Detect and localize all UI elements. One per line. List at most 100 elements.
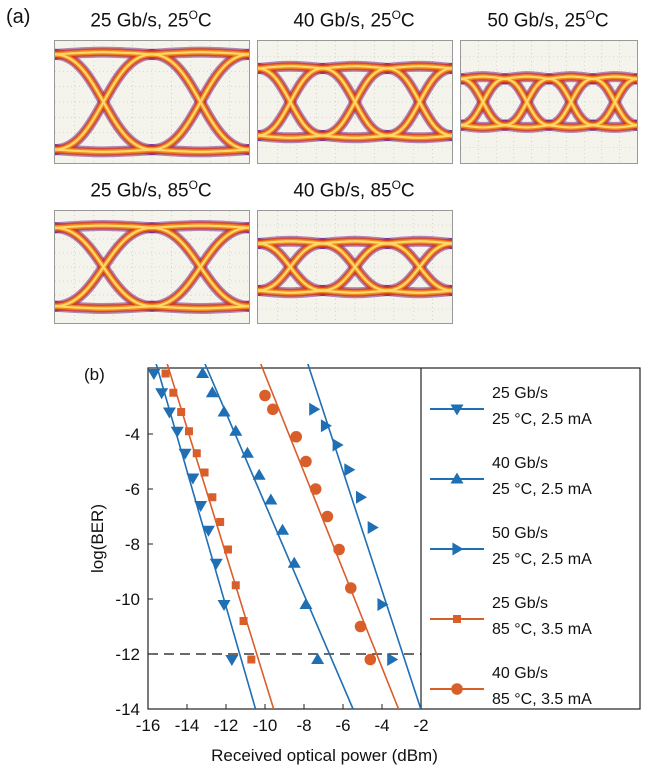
- legend-label: 40 Gb/s: [492, 665, 548, 682]
- x-tick-label: -14: [175, 716, 200, 735]
- data-point: [170, 426, 184, 438]
- data-point: [208, 493, 217, 502]
- data-point: [276, 523, 290, 535]
- y-tick-label: -10: [115, 590, 140, 609]
- data-point: [309, 483, 322, 495]
- data-point: [194, 500, 208, 512]
- data-point: [231, 581, 240, 590]
- x-tick-label: -10: [253, 716, 278, 735]
- data-point: [332, 438, 344, 452]
- legend-label: 40 Gb/s: [492, 455, 548, 472]
- data-point: [287, 556, 301, 568]
- data-point: [147, 368, 161, 380]
- plot-frame: [147, 367, 641, 710]
- legend-marker: [450, 404, 464, 416]
- legend-marker: [452, 542, 464, 556]
- data-point: [184, 427, 193, 436]
- y-tick-label: -12: [115, 645, 140, 664]
- legend-label: 50 Gb/s: [492, 525, 548, 542]
- series-line: [259, 364, 400, 709]
- x-tick-label: -4: [374, 716, 389, 735]
- data-point: [217, 599, 231, 611]
- data-point: [354, 620, 367, 633]
- legend-label: 25 °C, 2.5 mA: [492, 411, 592, 428]
- eye-diagram: [460, 40, 638, 164]
- data-point: [345, 582, 357, 594]
- data-point: [229, 424, 243, 436]
- data-point: [162, 407, 176, 419]
- legend-label: 25 °C, 2.5 mA: [492, 551, 592, 568]
- series-line: [155, 364, 257, 709]
- x-tick-label: -6: [335, 716, 350, 735]
- series-line: [307, 364, 421, 709]
- eye-diagram-title: 40 Gb/s, 85OC: [293, 178, 415, 202]
- data-point: [300, 455, 312, 468]
- data-point: [216, 518, 225, 526]
- eye-diagram: [54, 210, 250, 324]
- data-point: [259, 389, 271, 402]
- data-point: [217, 405, 231, 417]
- eye-diagram-title: 40 Gb/s, 25OC: [293, 8, 415, 32]
- data-point: [200, 468, 209, 477]
- legend-marker: [450, 472, 464, 484]
- data-point: [223, 545, 232, 554]
- y-tick-label: -8: [125, 535, 140, 554]
- x-tick-label: -2: [413, 716, 428, 735]
- data-point: [364, 653, 377, 666]
- data-point: [320, 419, 332, 433]
- data-point: [192, 449, 201, 458]
- data-point: [209, 558, 223, 570]
- y-axis-label: log(BER): [88, 504, 107, 573]
- y-tick-label: -6: [125, 480, 140, 499]
- data-point: [225, 654, 239, 666]
- data-point: [196, 367, 210, 379]
- data-point: [178, 448, 192, 460]
- panel-b-label: (b): [84, 365, 105, 384]
- eye-diagram-title: 25 Gb/s, 25OC: [90, 8, 212, 32]
- data-point: [177, 408, 186, 416]
- data-point: [155, 388, 169, 400]
- data-point: [252, 468, 266, 480]
- data-point: [169, 388, 178, 397]
- data-point: [311, 653, 325, 665]
- ber-chart: (b)-16 -14 -12 -10 -8 -6 -4 -2-4-6-8-10-12-14Re…: [84, 364, 641, 765]
- data-point: [333, 543, 345, 556]
- eye-diagram-title: 50 Gb/s, 25OC: [487, 8, 609, 32]
- data-point: [240, 446, 254, 458]
- y-tick-label: -4: [125, 425, 140, 444]
- data-point: [367, 521, 379, 534]
- data-point: [201, 525, 215, 537]
- data-point: [186, 473, 200, 485]
- data-point: [205, 386, 219, 398]
- eye-diagram: [54, 40, 250, 164]
- eye-diagram-title: 25 Gb/s, 85OC: [90, 178, 212, 202]
- legend-label: 25 Gb/s: [492, 385, 548, 402]
- legend-label: 85 °C, 3.5 mA: [492, 691, 592, 708]
- data-point: [247, 655, 256, 664]
- eye-diagram: [257, 210, 453, 324]
- x-tick-label: -8: [296, 716, 311, 735]
- data-point: [344, 463, 356, 477]
- legend-label: 85 °C, 3.5 mA: [492, 621, 592, 638]
- data-point: [267, 403, 279, 416]
- y-tick-label: -14: [115, 700, 140, 719]
- data-point: [309, 402, 321, 416]
- panel-a-label: (a): [6, 6, 31, 28]
- data-point: [290, 430, 303, 443]
- data-point: [264, 493, 278, 505]
- data-point: [161, 369, 170, 378]
- data-point: [299, 598, 313, 610]
- series-line: [204, 364, 354, 709]
- eye-diagram: [257, 40, 453, 164]
- x-axis-label: Received optical power (dBm): [211, 746, 438, 765]
- data-point: [377, 598, 389, 611]
- legend-label: 25 Gb/s: [492, 595, 548, 612]
- data-point: [321, 510, 334, 523]
- data-point: [387, 653, 399, 666]
- x-tick-label: -12: [214, 716, 239, 735]
- legend-label: 25 °C, 2.5 mA: [492, 481, 592, 498]
- series-line: [166, 364, 275, 709]
- data-point: [356, 490, 368, 504]
- x-tick-label: -16: [136, 716, 161, 735]
- data-point: [239, 617, 248, 625]
